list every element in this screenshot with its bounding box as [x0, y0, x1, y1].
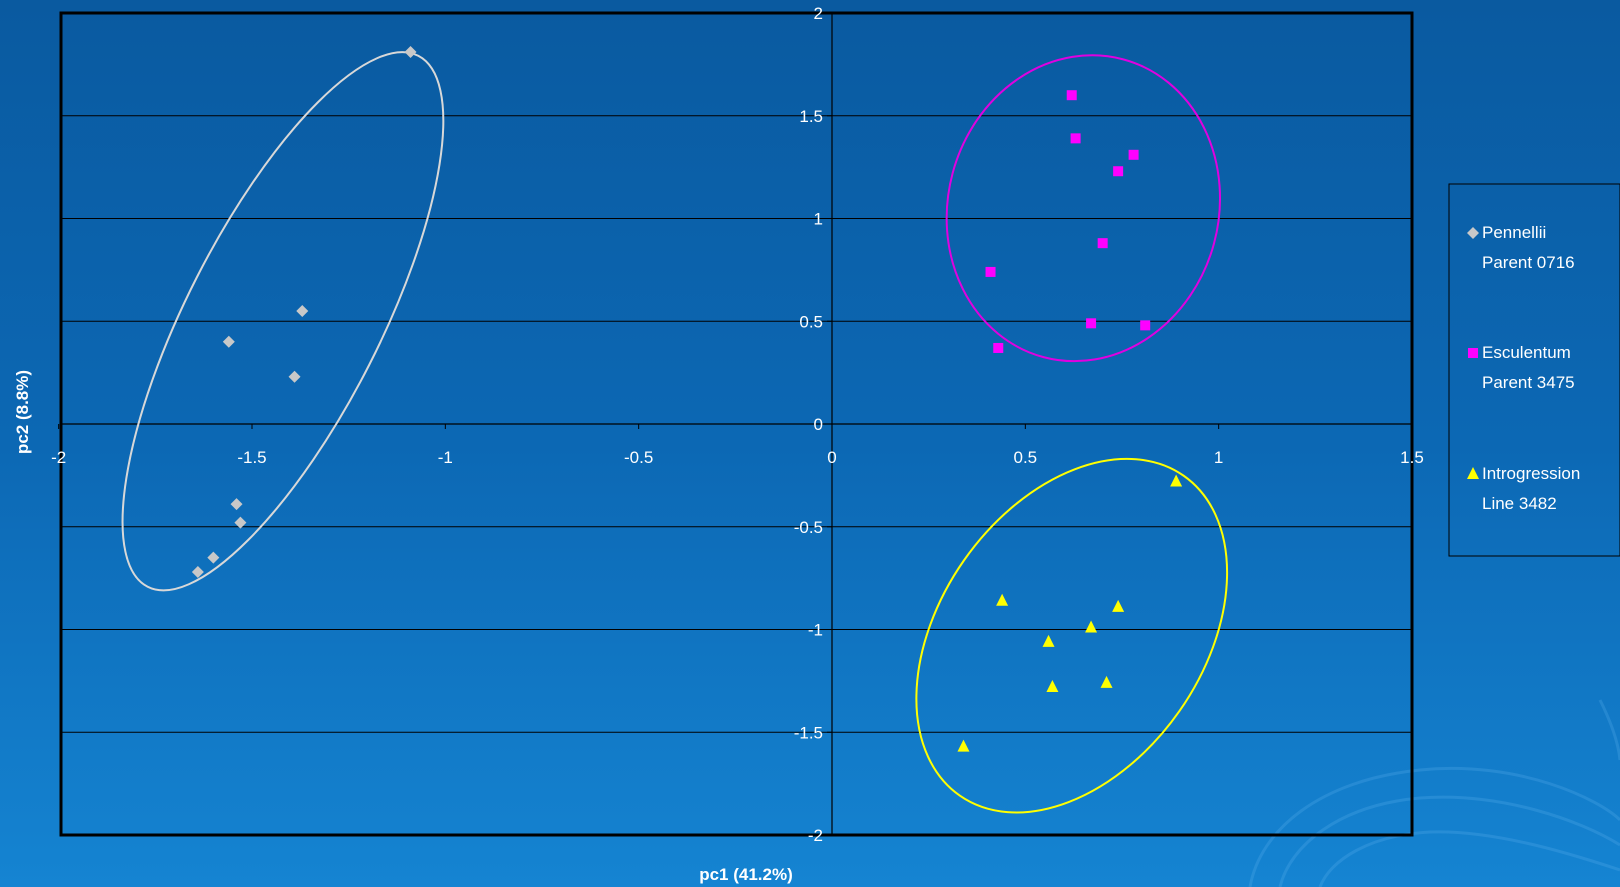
x-tick-label: -2 [51, 448, 66, 467]
data-points [191, 46, 1183, 752]
y-tick-label: -0.5 [794, 518, 823, 537]
y-tick-label: 0.5 [799, 312, 823, 331]
legend-label: Esculentum [1482, 343, 1571, 362]
data-point-diamond [404, 46, 417, 59]
background-swirl [1248, 699, 1620, 887]
y-tick-label: 1 [814, 210, 823, 229]
data-point-diamond [207, 551, 220, 564]
cluster-ellipse [915, 457, 1229, 814]
data-point-square [1066, 90, 1077, 101]
legend-label: Line 3482 [1482, 494, 1557, 513]
data-point-square [985, 266, 996, 277]
axes [58, 12, 1413, 836]
data-point-triangle [1112, 599, 1125, 612]
x-tick-label: 1 [1214, 448, 1223, 467]
data-point-triangle [957, 739, 970, 752]
x-tick-label: 0.5 [1014, 448, 1038, 467]
y-tick-labels: -2 -1.5 -1 -0.5 0 0.5 1 1.5 2 [794, 4, 823, 845]
y-tick-label: -1 [808, 621, 823, 640]
legend: Pennellii Parent 0716 Esculentum Parent 347… [1448, 183, 1620, 557]
legend-marker [1467, 467, 1479, 479]
legend-label: Parent 3475 [1482, 373, 1575, 392]
data-point-square [1070, 133, 1081, 144]
y-tick-label: 2 [814, 4, 823, 23]
y-axis-title: pc2 (8.8%) [13, 370, 32, 454]
legend-marker [1468, 348, 1478, 358]
data-point-diamond [296, 304, 309, 317]
legend-label: Introgression [1482, 464, 1580, 483]
data-point-triangle [1042, 634, 1055, 647]
cluster-ellipse [945, 54, 1222, 363]
x-tick-label: -1 [438, 448, 453, 467]
data-point-square [1140, 320, 1151, 331]
legend-label: Pennellii [1482, 223, 1546, 242]
data-point-triangle [1085, 620, 1098, 633]
y-tick-label: -1.5 [794, 723, 823, 742]
data-point-square [993, 342, 1004, 353]
x-tick-label: -1.5 [237, 448, 266, 467]
legend-marker [1467, 227, 1479, 239]
x-tick-label: 1.5 [1400, 448, 1424, 467]
data-point-diamond [222, 335, 235, 348]
data-point-square [1097, 238, 1108, 249]
x-tick-labels: -2 -1.5 -1 -0.5 0 0.5 1 1.5 [51, 448, 1424, 467]
y-tick-label: 0 [814, 415, 823, 434]
x-tick-label: -0.5 [624, 448, 653, 467]
data-point-square [1128, 149, 1139, 160]
cluster-ellipse [121, 51, 445, 592]
data-point-square [1086, 318, 1097, 329]
y-tick-label: 1.5 [799, 107, 823, 126]
cluster-ellipses [121, 51, 1229, 814]
x-tick-label: 0 [827, 448, 836, 467]
data-point-diamond [288, 370, 301, 383]
data-point-triangle [996, 593, 1009, 606]
data-point-triangle [1046, 680, 1059, 693]
y-tick-label: -2 [808, 826, 823, 845]
legend-box [1448, 183, 1620, 557]
legend-label: Parent 0716 [1482, 253, 1575, 272]
data-point-triangle [1170, 474, 1183, 487]
data-point-diamond [191, 565, 204, 578]
data-point-diamond [230, 498, 243, 511]
data-point-triangle [1100, 675, 1113, 688]
x-axis-title: pc1 (41.2%) [699, 865, 793, 884]
data-point-diamond [234, 516, 247, 529]
data-point-square [1113, 166, 1124, 177]
